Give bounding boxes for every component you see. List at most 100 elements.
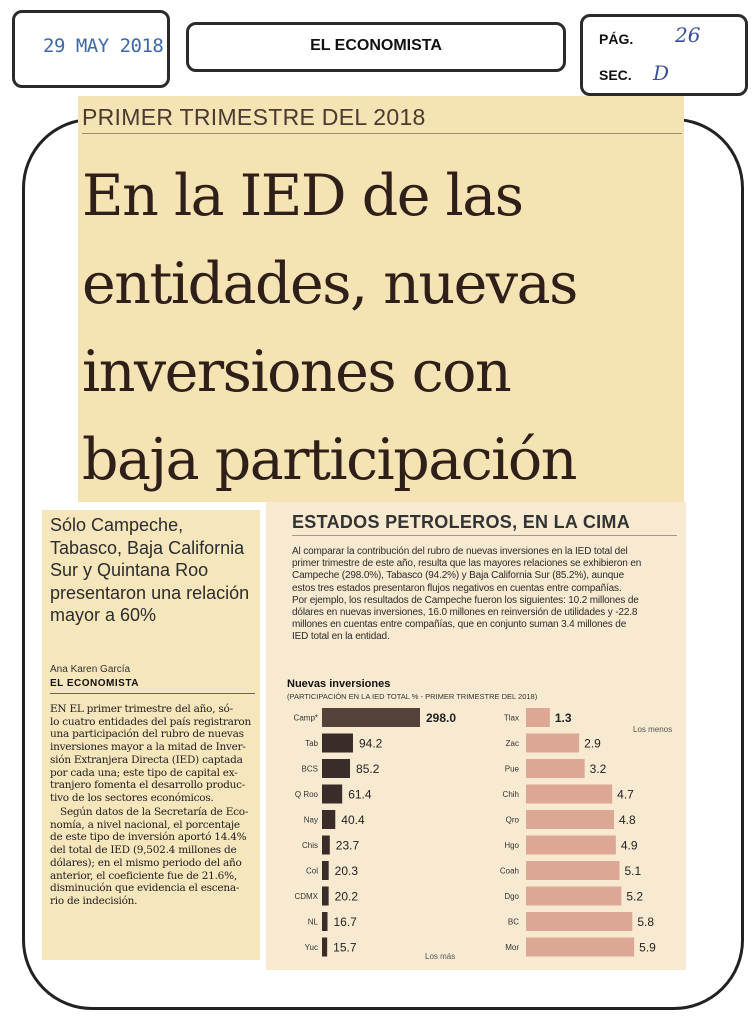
value-label: 1.3 — [555, 711, 572, 725]
byline-outlet: EL ECONOMISTA — [50, 678, 139, 689]
body-line: una participación del rubro de nuevas — [50, 728, 244, 741]
sidebar-rule — [292, 535, 677, 536]
body-line: rio de indecisión. — [50, 894, 138, 907]
body-line: Según datos de la Secretaría de Eco- — [60, 806, 249, 818]
category-label: BCS — [302, 765, 318, 774]
value-label: 61.4 — [348, 788, 372, 802]
sidebar-line: millones en cuentas entre compañías, que… — [292, 619, 627, 631]
value-label: 4.8 — [619, 813, 636, 827]
body-line: tivo de los sectores económicos. — [50, 791, 214, 804]
body-paragraph-1: EN EL primer trimestre del año, só- lo c… — [50, 703, 260, 805]
bar — [526, 759, 585, 778]
bar — [526, 835, 616, 855]
category-label: NL — [308, 918, 319, 927]
bar — [322, 708, 420, 727]
bar — [526, 784, 613, 804]
deck-line: Tabasco, Baja California — [50, 537, 245, 558]
value-label: 2.9 — [584, 737, 601, 751]
byline-rule — [50, 693, 255, 694]
category-label: Nay — [304, 816, 318, 825]
body-line: dólares); en el mismo periodo del año — [50, 856, 242, 869]
category-label: Col — [306, 867, 318, 876]
value-label: 85.2 — [356, 762, 380, 776]
value-label: 16.7 — [333, 915, 357, 929]
value-label: 5.9 — [639, 941, 656, 955]
bar — [526, 708, 550, 727]
sidebar-line: Por ejemplo, los resultados de Campeche … — [292, 594, 639, 606]
deck-line: presentaron una relación — [50, 582, 250, 603]
bar — [322, 861, 329, 880]
value-label: 94.2 — [359, 737, 383, 751]
value-label: 4.7 — [617, 788, 634, 802]
body-line: anterior, el coeficiente fue de 21.6%, — [50, 869, 237, 882]
sidebar-line: Campeche (298.0%), Tabasco (94.2%) y Baj… — [292, 570, 624, 582]
category-label: Mor — [505, 943, 519, 952]
body-line: por cada una; este tipo de capital ex- — [50, 766, 238, 779]
body-line: del total de IED (9,502.4 millones de — [50, 844, 237, 857]
bar — [322, 810, 336, 829]
category-label: Pue — [505, 765, 520, 774]
publication-name: EL ECONOMISTA — [310, 37, 442, 54]
body-paragraph-2: Según datos de la Secretaría de Eco- nom… — [50, 806, 260, 908]
category-label: Chih — [503, 790, 519, 799]
kicker: PRIMER TRIMESTRE DEL 2018 — [82, 104, 426, 130]
body-line: sión Extranjera Directa (IED) captada — [50, 753, 243, 766]
sidebar-heading: ESTADOS PETROLEROS, EN LA CIMA — [292, 512, 631, 532]
value-label: 15.7 — [333, 941, 357, 955]
value-label: 4.9 — [621, 839, 638, 853]
chart-subtitle: (PARTICIPACIÓN EN LA IED TOTAL % - PRIME… — [287, 692, 538, 701]
bar — [526, 912, 633, 931]
bar — [322, 784, 343, 804]
body-line: inversiones mayor a la mitad de Inver- — [50, 741, 246, 754]
category-label: Qro — [506, 816, 520, 825]
body-line: nomía, a nivel nacional, el porcentaje — [50, 818, 240, 831]
body-line: tranjero fomenta el desarrollo produc- — [50, 779, 246, 792]
section-label: SEC. — [599, 67, 632, 83]
left-column-background — [42, 510, 260, 960]
value-label: 5.2 — [626, 890, 643, 904]
date-stamp: 29 MAY 2018 — [43, 35, 164, 57]
headline-background — [78, 96, 684, 502]
sidebar-line: primer trimestre de este año, resulta qu… — [292, 558, 642, 570]
category-label: Chis — [302, 841, 318, 850]
category-label: Q Roo — [295, 790, 319, 799]
sidebar-line: IED total en la entidad. — [292, 631, 390, 643]
category-label: Dgo — [504, 892, 519, 901]
value-label: 40.4 — [341, 813, 365, 827]
category-label: Hgo — [504, 841, 519, 850]
body-line: de este tipo de inversión aportó 14.4% — [50, 831, 247, 844]
body-line: lo cuatro entidades del país registraron — [50, 715, 252, 728]
bar — [322, 912, 328, 931]
headline-line-1: En la IED de las — [82, 163, 524, 229]
bar — [526, 810, 614, 829]
sidebar-line: dólares en nuevas inversiones, 16.0 mill… — [292, 607, 638, 619]
bar — [322, 886, 329, 906]
category-label: Tlax — [504, 714, 519, 723]
page-number: 26 — [675, 23, 701, 47]
bar — [322, 937, 328, 957]
category-label: Zac — [506, 739, 519, 748]
sidebar-line: estos tres estados presentaron flujos ne… — [292, 582, 622, 594]
bar — [526, 886, 622, 906]
body-line: disminución que evidencia el escena- — [50, 882, 240, 895]
deck-line: mayor a 60% — [50, 605, 157, 625]
kicker-rule — [82, 133, 682, 134]
headline-line-3: inversiones con — [82, 339, 512, 405]
value-label: 5.8 — [637, 915, 654, 929]
bar — [526, 733, 580, 753]
value-label: 298.0 — [426, 711, 456, 725]
bar — [322, 759, 351, 778]
bar — [322, 835, 330, 855]
page-section-box: PÁG. 26 SEC. D — [580, 14, 748, 96]
deck-line: Sur y Quintana Roo — [50, 560, 209, 580]
value-label: 5.1 — [625, 864, 642, 878]
category-label: Camp* — [294, 714, 318, 723]
chart-title: Nuevas inversiones — [287, 678, 391, 690]
value-label: 20.2 — [335, 890, 359, 904]
deck-line: Sólo Campeche, — [50, 515, 184, 535]
deck: Sólo Campeche, Tabasco, Baja California … — [50, 514, 258, 627]
headline-line-4: baja participación — [82, 427, 577, 493]
section-value: D — [653, 61, 670, 85]
bar — [322, 733, 353, 753]
sidebar-line: Al comparar la contribución del rubro de… — [292, 546, 628, 557]
